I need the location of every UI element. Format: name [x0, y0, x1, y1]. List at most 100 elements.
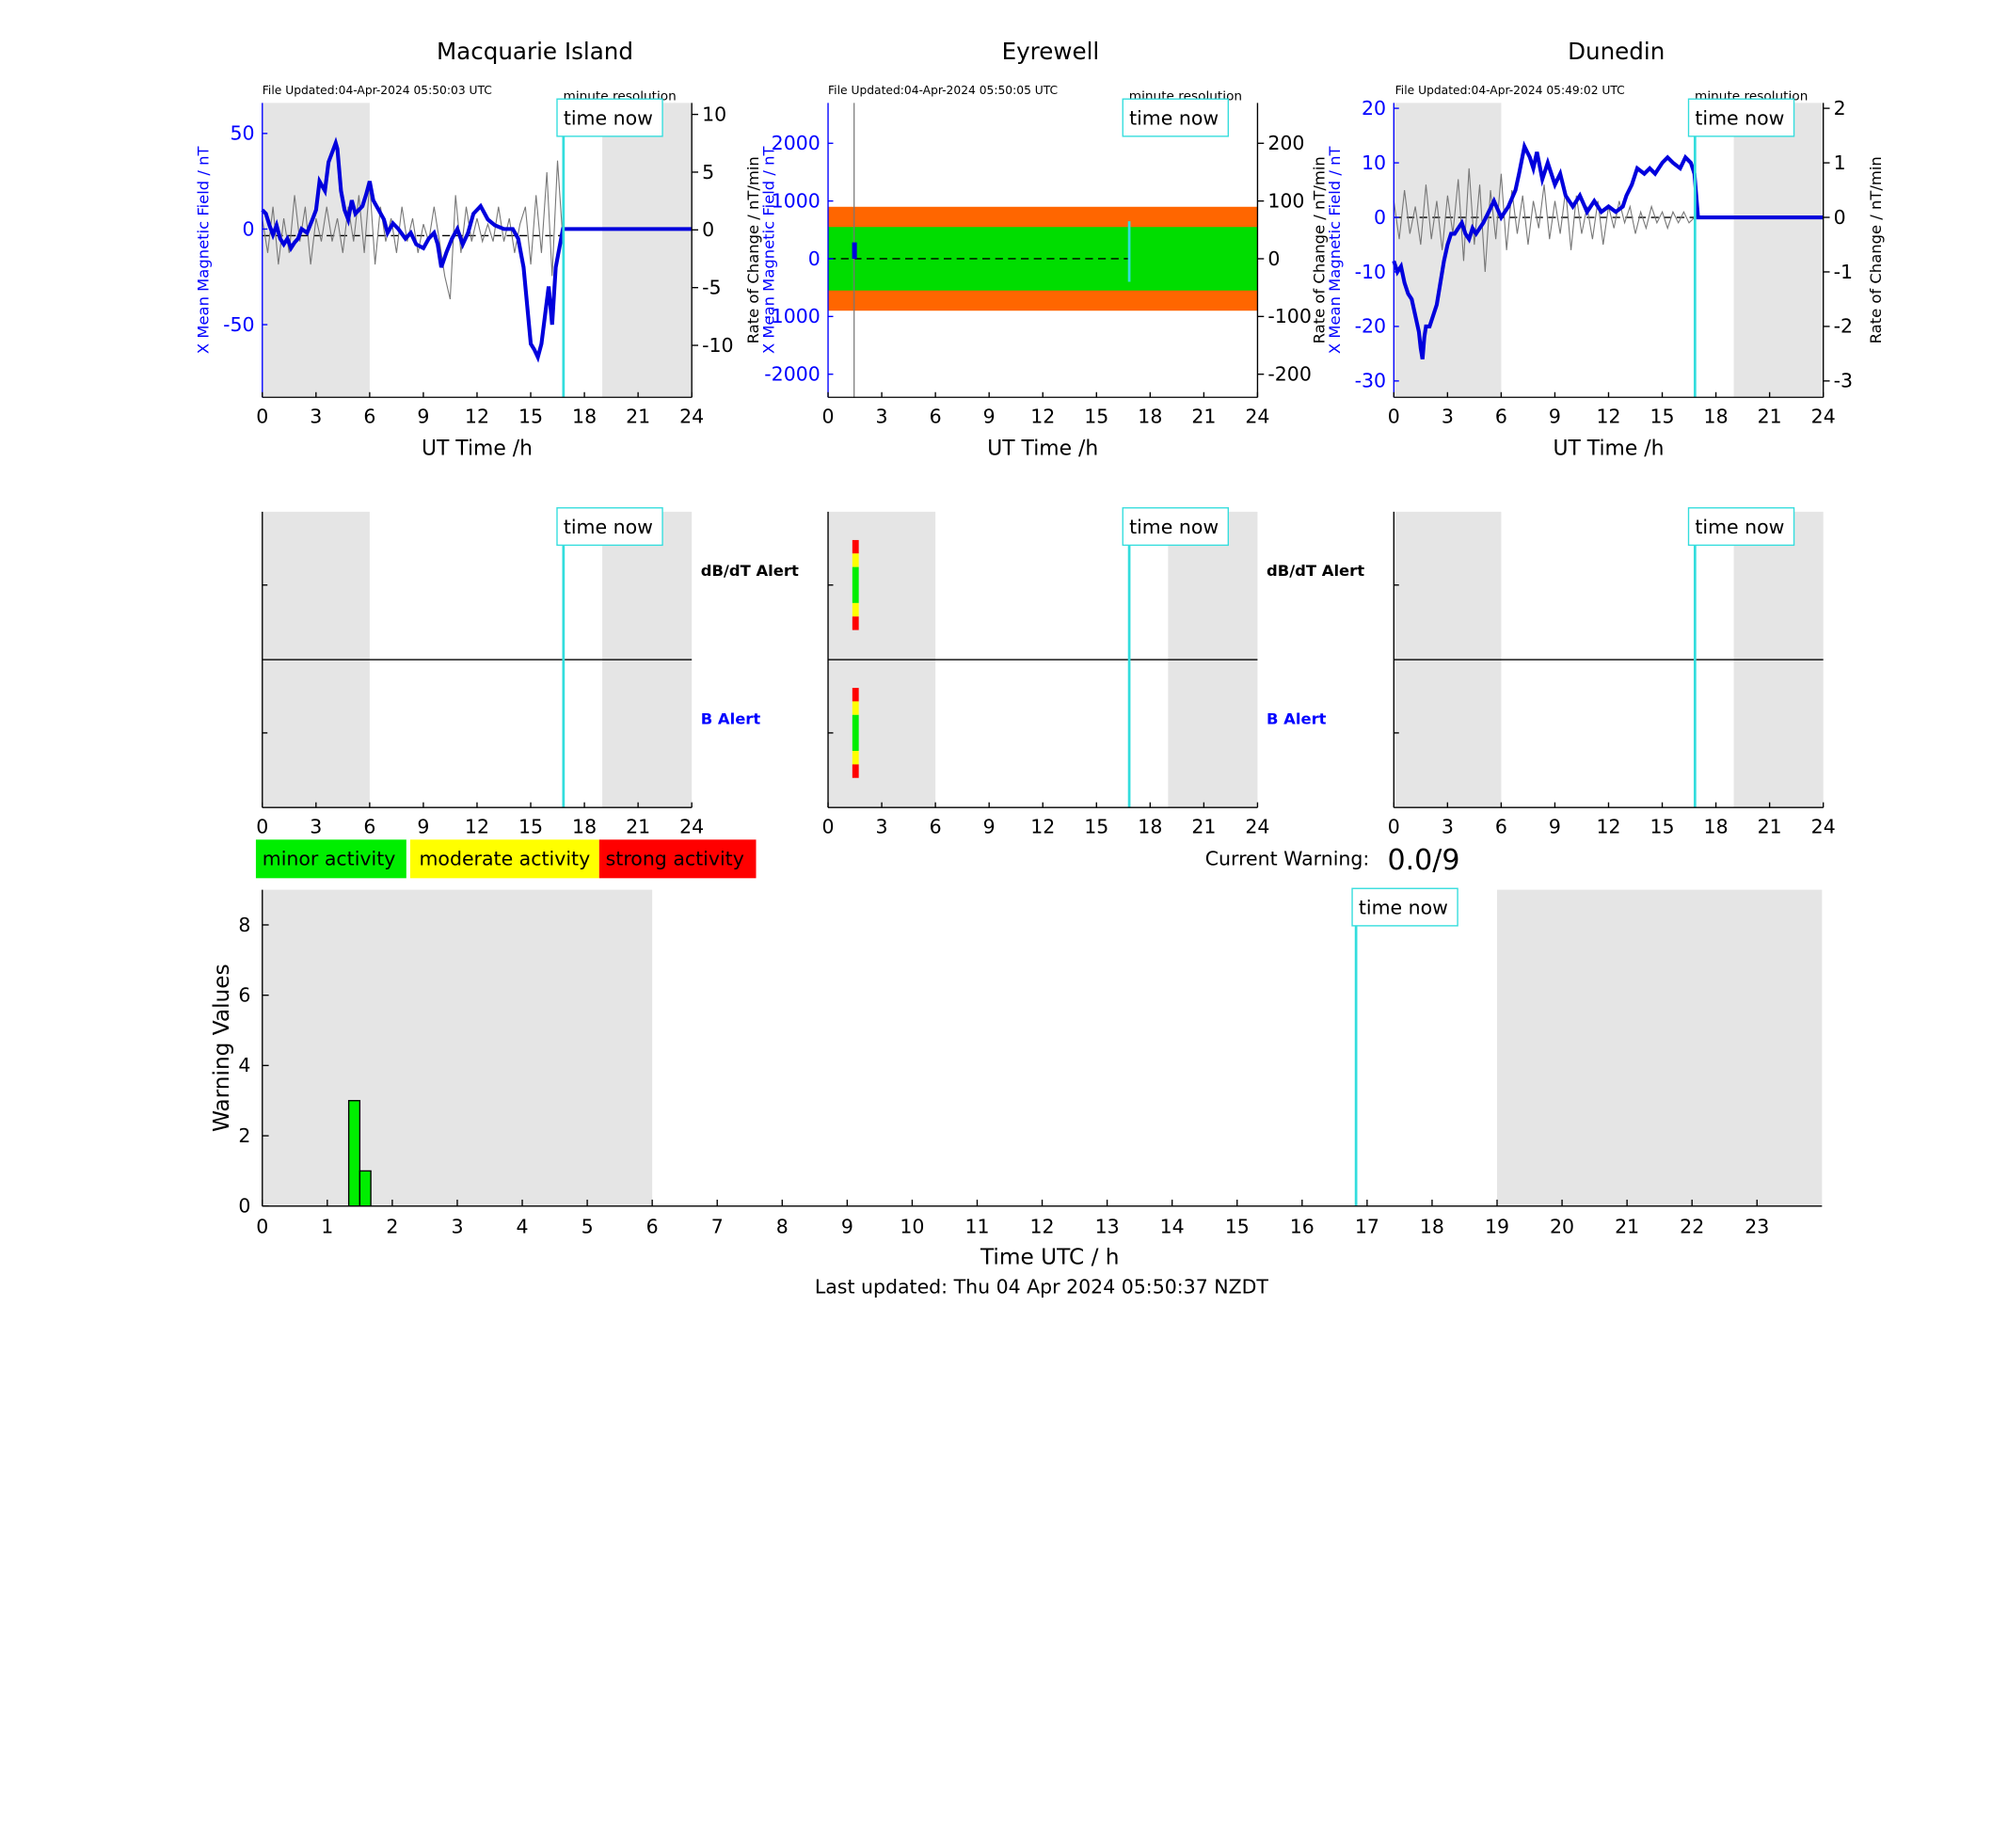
- b-alert-label-eyrewell: B Alert: [1267, 709, 1327, 727]
- dashboard-svg: Macquarie Island Eyrewell Dunedin File U…: [0, 0, 1992, 1353]
- legend-strong-label: strong activity: [606, 848, 744, 870]
- left-tick-label-eyrewell: 2000: [772, 132, 821, 154]
- left-tick-label-eyrewell: 1000: [772, 189, 821, 212]
- station-title-eyrewell: Eyrewell: [1002, 38, 1100, 65]
- x-tick-label-eyrewell: 24: [1245, 815, 1269, 837]
- warning-y-tick-label: 0: [238, 1195, 250, 1218]
- right-tick-label-macquarie: 0: [702, 218, 714, 241]
- x-tick-label-dunedin: 9: [1549, 406, 1561, 428]
- alert-marker-eyrewell: [853, 616, 859, 629]
- left-tick-label-eyrewell: -2000: [764, 363, 821, 386]
- x-axis-label-dunedin: UT Time /h: [1554, 438, 1665, 461]
- activity-legend: minor activity moderate activity strong …: [256, 839, 757, 878]
- x-tick-label-macquarie: 24: [679, 815, 704, 837]
- x-tick-label-dunedin: 0: [1388, 406, 1400, 428]
- x-tick-label-eyrewell: 0: [822, 406, 835, 428]
- right-tick-label-dunedin: -2: [1834, 315, 1853, 338]
- time-now-label-dunedin-alert: time now: [1695, 516, 1784, 538]
- right-axis-label-dunedin: Rate of Change / nT/min: [1867, 156, 1885, 343]
- right-tick-label-macquarie: -5: [702, 276, 721, 298]
- left-axis-label-dunedin: X Mean Magnetic Field / nT: [1326, 146, 1344, 355]
- right-tick-label-dunedin: 2: [1834, 97, 1846, 119]
- warning-x-tick-label: 10: [900, 1215, 924, 1237]
- alert-marker-eyrewell: [853, 715, 859, 751]
- left-tick-label-macquarie: -50: [223, 313, 254, 336]
- left-tick-label-dunedin: 10: [1362, 151, 1386, 174]
- x-tick-label-macquarie: 21: [626, 815, 650, 837]
- x-tick-label-dunedin: 3: [1442, 815, 1454, 837]
- x-tick-label-eyrewell: 12: [1030, 815, 1055, 837]
- warning-x-tick-label: 17: [1355, 1215, 1379, 1237]
- x-axis-label-eyrewell: UT Time /h: [987, 438, 1098, 461]
- time-now-label-dunedin: time now: [1695, 107, 1784, 130]
- warning-bar: [359, 1171, 371, 1205]
- x-tick-label-dunedin: 0: [1388, 815, 1400, 837]
- x-tick-label-dunedin: 6: [1495, 815, 1507, 837]
- x-tick-label-macquarie: 6: [363, 815, 375, 837]
- x-tick-label-macquarie: 15: [518, 406, 543, 428]
- station-title-macquarie: Macquarie Island: [437, 38, 633, 65]
- warning-x-tick-label: 9: [841, 1215, 853, 1237]
- x-tick-label-eyrewell: 18: [1138, 815, 1162, 837]
- x-tick-label-dunedin: 12: [1596, 815, 1620, 837]
- alert-marker-eyrewell: [853, 751, 859, 764]
- x-tick-label-macquarie: 18: [572, 815, 597, 837]
- right-tick-label-eyrewell: 0: [1267, 247, 1280, 270]
- file-updated-macquarie: File Updated:04-Apr-2024 05:50:03 UTC: [263, 84, 492, 97]
- x-tick-label-eyrewell: 15: [1084, 406, 1108, 428]
- warning-x-tick-label: 6: [646, 1215, 659, 1237]
- warning-x-tick-label: 0: [256, 1215, 268, 1237]
- x-tick-label-eyrewell: 3: [876, 815, 888, 837]
- x-axis-label-macquarie: UT Time /h: [422, 438, 533, 461]
- x-tick-label-dunedin: 21: [1758, 815, 1782, 837]
- right-tick-label-dunedin: 0: [1834, 206, 1846, 229]
- b-alert-label-macquarie: B Alert: [701, 709, 761, 727]
- warning-x-tick-label: 23: [1745, 1215, 1769, 1237]
- right-tick-label-macquarie: 5: [702, 161, 714, 183]
- left-tick-label-dunedin: -10: [1355, 261, 1386, 283]
- warning-x-tick-label: 15: [1225, 1215, 1250, 1237]
- night-shade-macquarie: [602, 103, 692, 397]
- dbdt-alert-label-eyrewell: dB/dT Alert: [1267, 562, 1364, 580]
- right-tick-label-eyrewell: -200: [1267, 363, 1312, 386]
- x-tick-label-eyrewell: 9: [983, 406, 996, 428]
- x-tick-label-eyrewell: 9: [983, 815, 996, 837]
- right-tick-label-dunedin: -1: [1834, 261, 1853, 283]
- alert-marker-eyrewell: [853, 688, 859, 701]
- warning-x-tick-label: 11: [964, 1215, 989, 1237]
- warning-y-tick-label: 4: [238, 1054, 250, 1076]
- x-tick-label-eyrewell: 6: [930, 406, 942, 428]
- x-tick-label-eyrewell: 0: [822, 815, 835, 837]
- warning-bar: [349, 1101, 360, 1206]
- current-warning-value: 0.0/9: [1387, 844, 1459, 877]
- x-tick-label-macquarie: 21: [626, 406, 650, 428]
- left-tick-label-macquarie: 50: [230, 122, 254, 145]
- right-tick-label-eyrewell: -100: [1267, 305, 1312, 327]
- station-title-dunedin: Dunedin: [1568, 38, 1665, 65]
- time-now-label-macquarie-alert: time now: [564, 516, 653, 538]
- time-now-label-eyrewell: time now: [1129, 107, 1219, 130]
- x-tick-label-eyrewell: 3: [876, 406, 888, 428]
- left-axis-label-eyrewell: X Mean Magnetic Field / nT: [760, 146, 778, 355]
- x-tick-label-macquarie: 9: [417, 815, 429, 837]
- alert-marker-eyrewell: [853, 764, 859, 777]
- x-tick-label-eyrewell: 18: [1138, 406, 1162, 428]
- warning-x-axis-label: Time UTC / h: [980, 1244, 1120, 1269]
- warning-x-tick-label: 19: [1485, 1215, 1509, 1237]
- legend-minor-label: minor activity: [263, 848, 396, 870]
- x-tick-label-dunedin: 18: [1704, 406, 1729, 428]
- warning-x-tick-label: 14: [1160, 1215, 1185, 1237]
- current-warning-label: Current Warning:: [1205, 848, 1370, 870]
- x-tick-label-dunedin: 3: [1442, 406, 1454, 428]
- warning-x-tick-label: 5: [582, 1215, 594, 1237]
- night-shade-dunedin: [1734, 103, 1824, 397]
- warning-x-tick-label: 3: [451, 1215, 463, 1237]
- left-tick-label-macquarie: 0: [243, 217, 255, 240]
